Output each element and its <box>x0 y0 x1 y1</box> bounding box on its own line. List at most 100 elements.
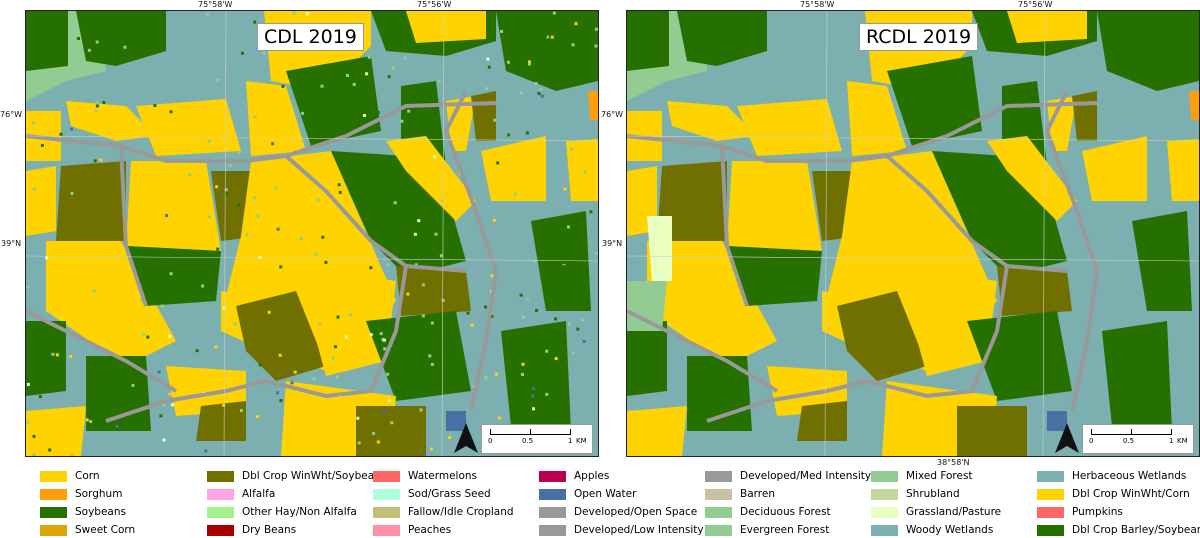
pixel-speckle <box>576 327 580 331</box>
pixel-speckle <box>309 263 312 267</box>
pixel-speckle <box>222 403 226 407</box>
pixel-speckle <box>102 101 106 104</box>
pixel-speckle <box>89 420 93 423</box>
legend-label: Dry Beans <box>242 524 297 536</box>
pixel-speckle <box>528 60 531 64</box>
pixel-speckle <box>256 415 260 419</box>
land-parcel <box>727 246 822 306</box>
map-panel-rcdl: RCDL 2019 0 0.5 1 KM <box>626 10 1200 457</box>
pixel-speckle <box>188 173 192 177</box>
pixel-speckle <box>487 65 491 69</box>
pixel-speckle <box>293 370 297 374</box>
legend-swatch <box>705 524 732 536</box>
legend-item: Developed/Open Space <box>539 505 697 519</box>
pixel-speckle <box>85 418 89 422</box>
pixel-speckle <box>95 104 99 108</box>
pixel-speckle <box>201 284 205 288</box>
land-cover-map-cdl <box>26 11 598 456</box>
land-parcel <box>1102 321 1172 431</box>
legend-swatch <box>373 470 400 482</box>
pixel-speckle <box>362 114 366 117</box>
pixel-speckle <box>379 332 383 336</box>
longitude-label: 75°58'W <box>800 0 835 9</box>
pixel-speckle <box>51 352 55 356</box>
land-parcel <box>481 136 546 201</box>
pixel-speckle <box>336 315 340 319</box>
pixel-speckle <box>139 24 143 28</box>
legend-item: Fallow/Idle Cropland <box>373 505 514 519</box>
pixel-speckle <box>279 399 283 403</box>
legend-label: Woody Wetlands <box>906 524 994 536</box>
pixel-speckle <box>281 84 285 88</box>
pixel-speckle <box>434 263 438 267</box>
pixel-speckle <box>567 225 570 229</box>
land-parcel <box>677 11 767 66</box>
land-parcel <box>847 81 907 156</box>
land-parcel <box>566 139 598 201</box>
pixel-speckle <box>331 356 335 360</box>
legend-item: Corn <box>40 469 100 483</box>
longitude-label: 75°58'W <box>198 0 233 9</box>
pixel-speckle <box>160 304 164 308</box>
legend-swatch <box>705 506 732 518</box>
pixel-speckle <box>497 416 501 420</box>
pixel-speckle <box>552 11 556 15</box>
pixel-speckle <box>91 285 95 289</box>
pixel-speckle <box>237 203 241 207</box>
pixel-speckle <box>448 436 452 440</box>
pixel-speckle <box>222 306 226 310</box>
land-parcel <box>627 11 669 71</box>
pixel-speckle <box>387 75 391 79</box>
land-parcel <box>126 246 221 306</box>
legend-swatch <box>40 506 67 518</box>
land-parcel <box>687 356 752 431</box>
latitude-label: 38°58'N <box>937 458 970 467</box>
legend-swatch <box>207 488 234 500</box>
pixel-speckle <box>531 387 535 391</box>
pixel-speckle <box>33 187 36 191</box>
pixel-speckle <box>404 56 407 60</box>
pixel-speckle <box>153 104 157 107</box>
pixel-speckle <box>346 74 349 77</box>
graticule-line <box>441 11 445 456</box>
pixel-speckle <box>320 84 324 88</box>
pixel-speckle <box>369 266 373 270</box>
pixel-speckle <box>317 198 320 202</box>
pixel-speckle <box>428 354 432 358</box>
legend-item: Mixed Forest <box>871 469 973 483</box>
pixel-speckle <box>142 332 145 336</box>
pixel-speckle <box>349 313 353 317</box>
pixel-speckle <box>389 327 393 331</box>
pixel-speckle <box>526 297 530 301</box>
pixel-speckle <box>440 199 444 203</box>
pixel-speckle <box>352 82 356 86</box>
pixel-speckle <box>500 29 504 33</box>
pixel-speckle <box>123 45 127 49</box>
pixel-speckle <box>267 310 271 314</box>
pixel-speckle <box>490 315 494 318</box>
pixel-speckle <box>567 322 571 326</box>
land-parcel <box>627 321 667 396</box>
legend-item: Sorghum <box>40 487 122 501</box>
pixel-speckle <box>146 335 150 339</box>
legend-swatch <box>207 524 234 536</box>
pixel-speckle <box>540 94 544 98</box>
pixel-speckle <box>446 240 450 243</box>
land-parcel <box>246 81 306 156</box>
land-parcel <box>1082 136 1147 201</box>
pixel-speckle <box>506 60 510 64</box>
pixel-speckle <box>318 322 322 326</box>
pixel-speckle <box>207 140 211 143</box>
legend-swatch <box>207 506 234 518</box>
pixel-speckle <box>137 21 141 25</box>
pixel-speckle <box>239 409 243 412</box>
legend-swatch <box>373 488 400 500</box>
scale-label: 0 <box>1089 437 1094 445</box>
pixel-speckle <box>233 322 237 326</box>
land-parcel <box>66 101 156 141</box>
land-parcel <box>1132 211 1192 311</box>
land-parcel <box>496 11 598 91</box>
pixel-speckle <box>312 377 316 381</box>
road <box>284 154 467 273</box>
road <box>119 145 148 307</box>
